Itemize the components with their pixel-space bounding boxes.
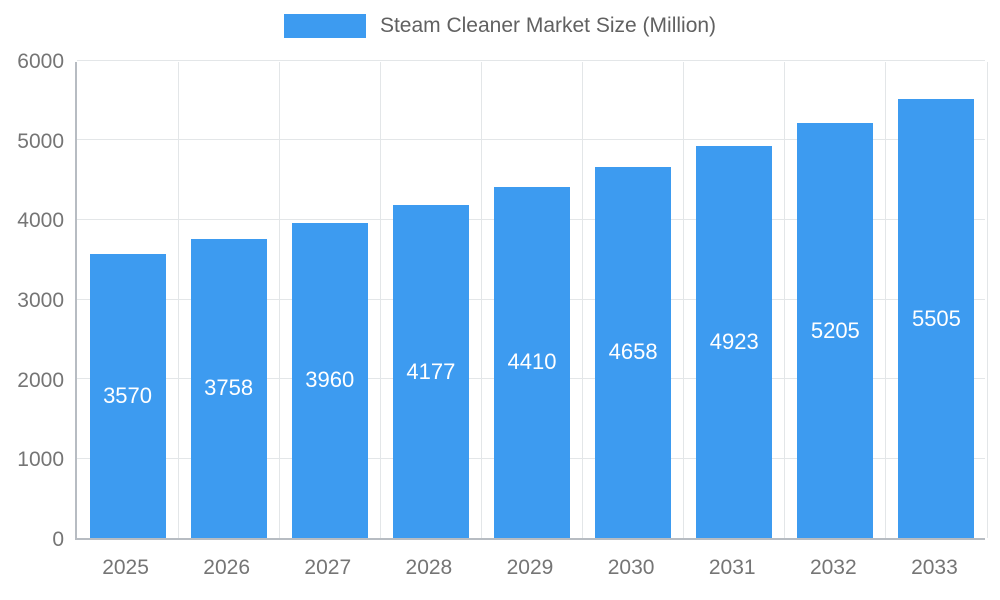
legend-label: Steam Cleaner Market Size (Million): [379, 14, 717, 37]
v-gridline: [885, 62, 887, 538]
bar-2028[interactable]: 4177: [392, 205, 469, 538]
x-axis-tick-label: 2026: [203, 556, 251, 579]
v-gridline: [480, 62, 482, 538]
bar-2030[interactable]: 4658: [595, 166, 672, 538]
x-axis-tick-label: 2027: [304, 556, 352, 579]
v-gridline: [784, 62, 786, 538]
v-gridline: [379, 62, 381, 538]
bar-2027[interactable]: 3960: [291, 222, 368, 538]
y-axis-tick-label: 1000: [17, 448, 64, 472]
x-axis-tick-label: 2025: [102, 556, 149, 579]
bar-2029[interactable]: 4410: [494, 186, 570, 538]
x-axis-tick-label: 2033: [911, 556, 958, 579]
plot-area: 3570 3758 3960 4177 4410 4658 4923 5205 5505: [75, 59, 988, 540]
bar-2026[interactable]: 3758: [190, 238, 267, 538]
h-gridline: [77, 59, 985, 61]
bar-2033[interactable]: 5505: [898, 99, 975, 538]
bar-2025[interactable]: 3570: [89, 253, 166, 538]
bar-value-label: 5205: [810, 317, 860, 343]
v-gridline: [278, 62, 280, 538]
v-gridline: [582, 62, 584, 538]
y-axis-tick-label: 4000: [17, 209, 64, 233]
y-axis-tick-label: 2000: [17, 368, 64, 392]
h-gridline: [77, 139, 985, 141]
v-gridline: [177, 62, 179, 538]
chart-legend[interactable]: Steam Cleaner Market Size (Million): [0, 14, 1000, 38]
y-axis-tick-label: 5000: [17, 129, 64, 153]
legend-swatch: [283, 14, 366, 38]
y-axis-tick-label: 3000: [17, 289, 64, 312]
y-axis-tick-label: 0: [52, 528, 64, 551]
v-gridline: [986, 62, 988, 538]
x-axis-tick-label: 2032: [809, 556, 857, 579]
bar-value-label: 3960: [305, 367, 355, 393]
bar-value-label: 3570: [103, 382, 153, 408]
bar-value-label: 4177: [406, 358, 456, 384]
y-axis-tick-label: 6000: [17, 50, 64, 73]
bar-value-label: 4658: [608, 339, 658, 365]
bar-value-label: 4923: [709, 328, 759, 354]
v-gridline: [683, 62, 685, 538]
bar-value-label: 3758: [204, 375, 254, 401]
bar-value-label: 5505: [911, 305, 961, 331]
bar-2031[interactable]: 4923: [696, 145, 773, 538]
bar-value-label: 4410: [507, 349, 557, 375]
x-axis-tick-label: 2030: [607, 556, 655, 579]
x-axis-tick-label: 2031: [708, 556, 756, 579]
x-axis-tick-label: 2029: [506, 556, 554, 579]
x-axis-tick-label: 2028: [405, 556, 453, 579]
bar-2032[interactable]: 5205: [797, 123, 874, 538]
